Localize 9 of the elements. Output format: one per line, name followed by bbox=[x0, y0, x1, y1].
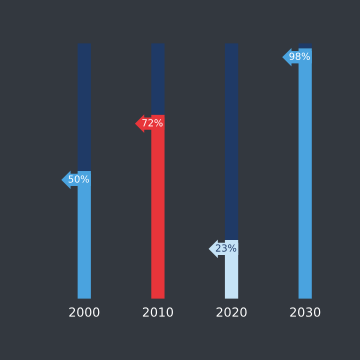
x-tick-label: 2030 bbox=[290, 307, 320, 317]
data-label: 98% bbox=[289, 52, 310, 60]
x-tick-label: 2000 bbox=[69, 307, 100, 317]
data-label: 50% bbox=[68, 175, 89, 183]
bar bbox=[298, 43, 312, 48]
data-label: 72% bbox=[142, 119, 163, 126]
x-tick-label: 2020 bbox=[216, 307, 247, 317]
data-label: 23% bbox=[216, 244, 236, 252]
x-tick-label: 2010 bbox=[142, 307, 173, 317]
